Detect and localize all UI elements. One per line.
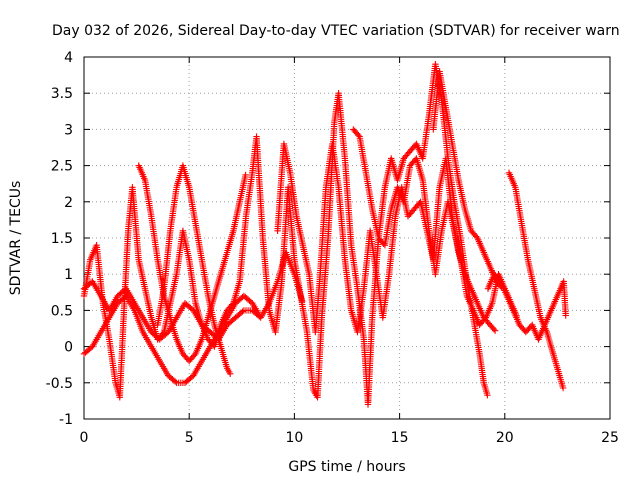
y-tick-label: 4	[64, 50, 73, 66]
data-point	[239, 308, 246, 315]
series-sat-b	[80, 249, 306, 343]
y-tick-label: 1	[64, 267, 73, 283]
series-sat-h	[505, 169, 567, 392]
x-tick-label: 5	[185, 430, 194, 446]
y-tick-label: 3.5	[51, 86, 73, 102]
data-point	[484, 392, 491, 399]
y-tick-label: 1.5	[51, 231, 73, 247]
axis-ticks	[83, 56, 611, 420]
y-axis-label: SDTVAR / TECUs	[8, 181, 24, 296]
data-point	[559, 384, 567, 392]
data-point	[242, 171, 249, 179]
data-point	[172, 378, 179, 385]
data-point	[497, 282, 504, 289]
data-point	[355, 132, 362, 139]
data-point	[299, 297, 306, 305]
data-point	[490, 326, 498, 333]
data-point	[191, 352, 198, 359]
data-point	[256, 312, 263, 319]
series-sat-f	[274, 140, 499, 336]
x-tick-label: 15	[391, 430, 409, 446]
y-tick-label: 3	[64, 122, 73, 138]
data-point	[227, 370, 234, 377]
chart-title: Day 032 of 2026, Sidereal Day-to-day VTE…	[52, 23, 620, 39]
y-tick-label: 2	[64, 195, 73, 211]
series-sat-e	[154, 162, 234, 377]
data-marks	[80, 61, 569, 408]
data-point	[481, 315, 488, 323]
y-tick-label: -0.5	[46, 376, 73, 392]
y-tick-label: 0.5	[51, 303, 73, 319]
x-tick-label: 25	[601, 430, 619, 446]
x-tick-label: 10	[285, 430, 303, 446]
y-tick-label: -1	[59, 412, 73, 428]
series-sat-c	[80, 292, 263, 386]
series-sat-a	[80, 61, 491, 408]
data-point	[491, 327, 499, 334]
y-tick-label: 2.5	[51, 159, 73, 175]
y-tick-label: 0	[64, 340, 73, 356]
x-axis-label: GPS time / hours	[288, 459, 405, 475]
data-point	[562, 312, 569, 319]
series-sat-j	[430, 68, 505, 291]
data-point	[498, 284, 505, 291]
tick-labels: 0 5 10 15 20 25 -1 -0.5 0 0.5 1 1.5 2 2.5 3 3.5 4	[46, 50, 619, 446]
x-tick-label: 20	[496, 430, 514, 446]
x-tick-label: 0	[80, 430, 89, 446]
series-sat-d	[135, 162, 249, 365]
